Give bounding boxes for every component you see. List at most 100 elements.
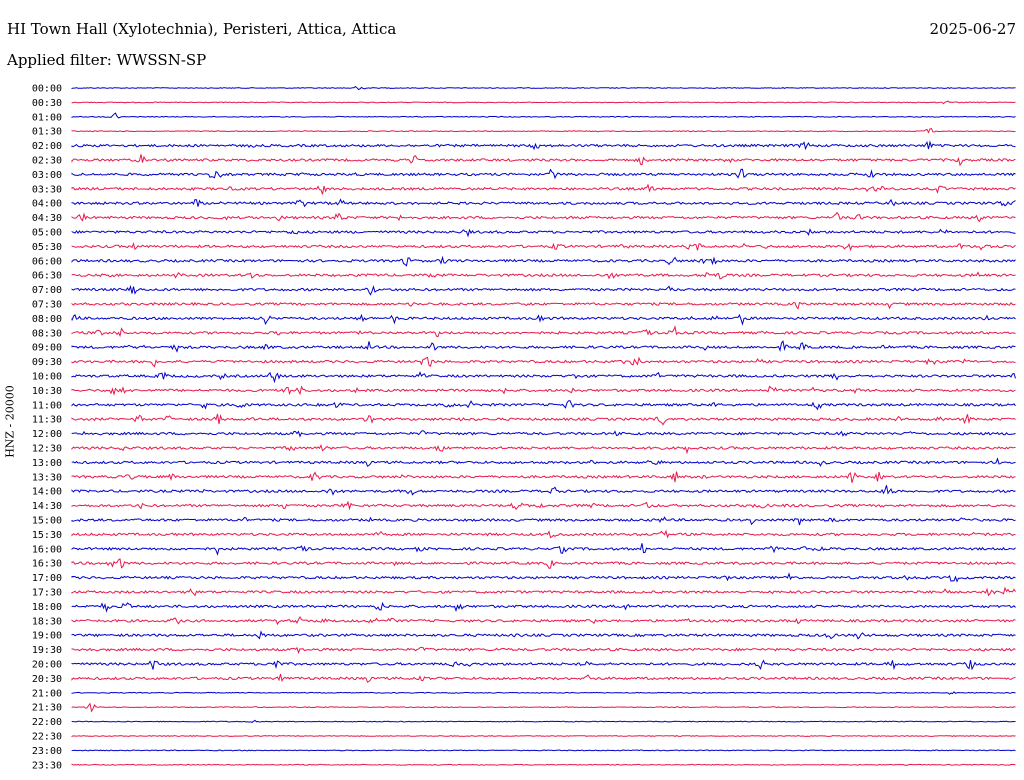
trace-line: [71, 385, 1016, 396]
trace-line: [71, 673, 1016, 683]
trace-line: [71, 735, 1016, 738]
trace-line: [71, 763, 1016, 766]
time-tick-label: 14:00: [32, 487, 62, 498]
time-tick-label: 16:30: [32, 559, 62, 570]
time-tick-label: 17:30: [32, 588, 62, 599]
trace-line: [71, 691, 1016, 695]
time-tick-label: 04:00: [32, 199, 62, 210]
station-title: HI Town Hall (Xylotechnia), Peristeri, A…: [7, 20, 397, 38]
trace-line: [71, 500, 1016, 511]
time-tick-label: 05:30: [32, 242, 62, 253]
trace-line: [71, 85, 1016, 91]
trace-line: [71, 586, 1016, 597]
trace-line: [71, 444, 1016, 455]
trace-line: [71, 516, 1016, 526]
time-tick-label: 08:30: [32, 328, 62, 339]
time-tick-label: 01:30: [32, 127, 62, 138]
time-tick-label: 19:30: [32, 645, 62, 656]
time-tick-label: 00:30: [32, 98, 62, 109]
time-tick-label: 09:30: [32, 357, 62, 368]
time-tick-label: 06:00: [32, 256, 62, 267]
time-tick-label: 10:00: [32, 372, 62, 383]
time-tick-label: 15:00: [32, 516, 62, 527]
time-tick-label: 03:30: [32, 184, 62, 195]
time-tick-label: 08:00: [32, 314, 62, 325]
trace-line: [71, 400, 1016, 411]
time-tick-label: 13:30: [32, 472, 62, 483]
time-tick-label: 12:30: [32, 444, 62, 455]
trace-line: [71, 340, 1016, 353]
trace-line: [71, 255, 1016, 267]
time-tick-label: 05:00: [32, 228, 62, 239]
time-tick-label: 21:00: [32, 688, 62, 699]
time-tick-label: 09:00: [32, 343, 62, 354]
trace-line: [71, 616, 1016, 626]
trace-line: [71, 356, 1016, 368]
trace-line: [71, 572, 1016, 583]
trace-line: [71, 183, 1016, 195]
time-tick-label: 23:00: [32, 746, 62, 757]
time-tick-label: 13:00: [32, 458, 62, 469]
trace-line: [71, 325, 1016, 338]
trace-line: [71, 659, 1016, 671]
trace-line: [71, 140, 1016, 151]
time-tick-label: 11:30: [32, 415, 62, 426]
time-tick-label: 20:00: [32, 660, 62, 671]
trace-line: [71, 529, 1016, 539]
trace-line: [71, 128, 1016, 134]
trace-line: [71, 543, 1016, 556]
trace-line: [71, 271, 1016, 280]
time-tick-label: 23:30: [32, 760, 62, 771]
time-tick-label: 07:00: [32, 285, 62, 296]
time-tick-label: 18:00: [32, 602, 62, 613]
time-tick-label: 17:00: [32, 573, 62, 584]
trace-line: [71, 719, 1016, 723]
time-tick-label: 02:00: [32, 141, 62, 152]
trace-line: [71, 430, 1016, 438]
time-tick-label: 02:30: [32, 156, 62, 167]
trace-line: [71, 630, 1016, 640]
trace-line: [71, 485, 1016, 496]
trace-line: [71, 211, 1016, 223]
trace-line: [71, 413, 1016, 426]
time-tick-label: 00:00: [32, 84, 62, 95]
time-tick-label: 15:30: [32, 530, 62, 541]
trace-line: [71, 301, 1016, 310]
trace-line: [71, 242, 1016, 252]
trace-line: [71, 646, 1016, 655]
time-tick-label: 21:30: [32, 703, 62, 714]
time-tick-label: 01:00: [32, 112, 62, 123]
date-label: 2025-06-27: [929, 20, 1016, 38]
time-tick-label: 19:00: [32, 631, 62, 642]
trace-line: [71, 558, 1016, 569]
time-tick-label: 12:00: [32, 429, 62, 440]
trace-line: [71, 471, 1016, 483]
time-tick-label: 18:30: [32, 616, 62, 627]
trace-line: [71, 284, 1016, 296]
trace-line: [71, 749, 1016, 752]
filter-label: Applied filter: WWSSN-SP: [7, 51, 207, 69]
trace-line: [71, 228, 1016, 238]
trace-line: [71, 371, 1016, 384]
time-tick-label: 06:30: [32, 271, 62, 282]
trace-line: [71, 198, 1016, 208]
trace-line: [71, 313, 1016, 326]
time-tick-label: 10:30: [32, 386, 62, 397]
time-tick-label: 03:00: [32, 170, 62, 181]
time-tick-label: 04:30: [32, 213, 62, 224]
trace-line: [71, 702, 1016, 713]
time-tick-label: 20:30: [32, 674, 62, 685]
trace-line: [71, 100, 1016, 105]
trace-line: [71, 154, 1016, 167]
time-tick-label: 16:00: [32, 544, 62, 555]
time-tick-label: 11:00: [32, 400, 62, 411]
trace-line: [71, 112, 1016, 119]
time-tick-label: 22:00: [32, 717, 62, 728]
trace-line: [71, 457, 1016, 467]
trace-line: [71, 601, 1016, 613]
time-tick-label: 07:30: [32, 300, 62, 311]
time-tick-label: 14:30: [32, 501, 62, 512]
trace-line: [71, 168, 1016, 180]
time-tick-label: 22:30: [32, 732, 62, 743]
